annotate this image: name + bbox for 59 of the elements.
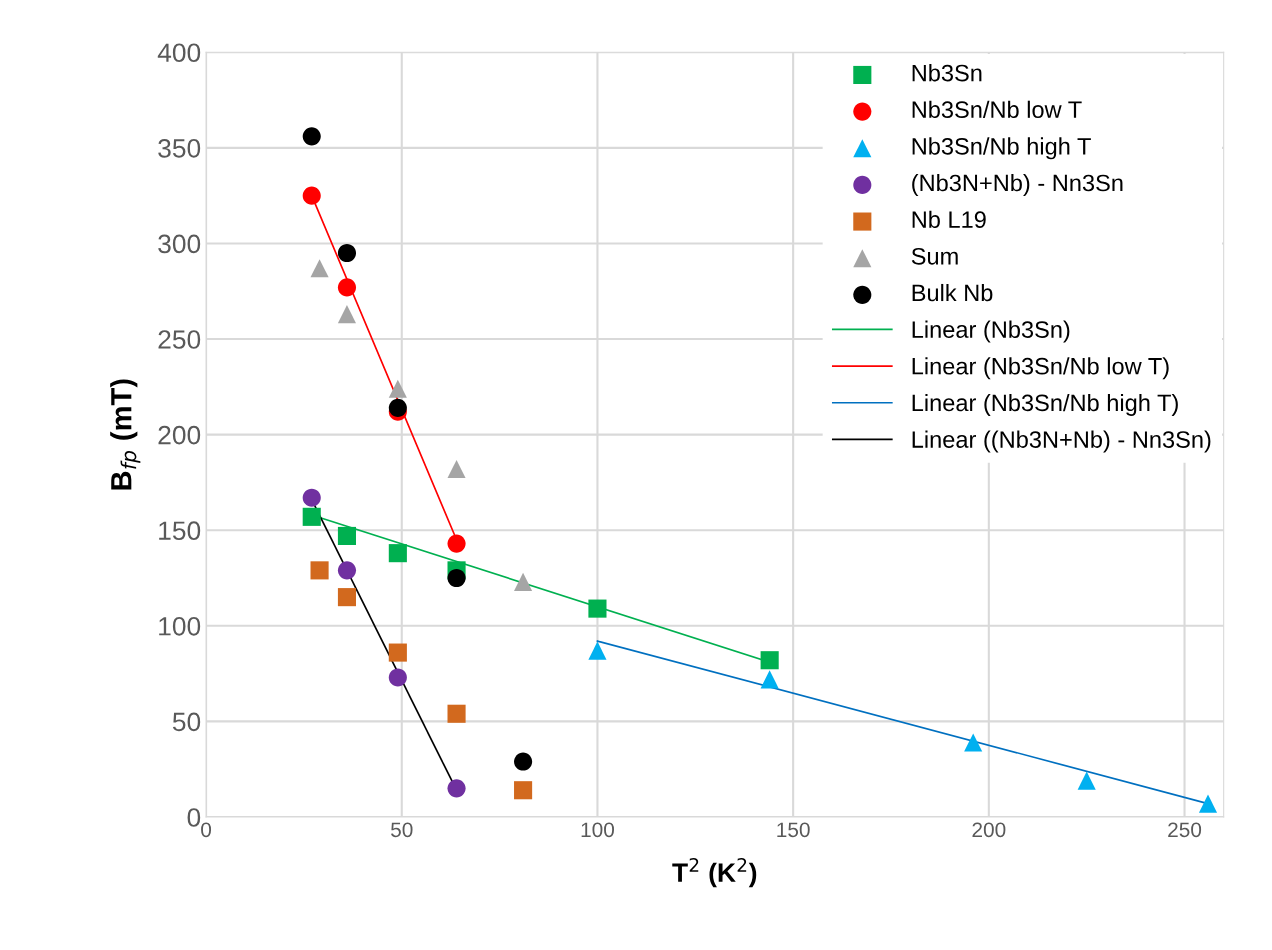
- x-axis-title: T$^{2}$ (K$^{2}$): [672, 857, 757, 888]
- point: [337, 526, 357, 546]
- point: [337, 278, 357, 297]
- point: [447, 534, 466, 553]
- legend-label: Linear (Nb3Sn): [912, 320, 1070, 343]
- point: [337, 588, 357, 607]
- point: [447, 704, 466, 723]
- point: [302, 488, 321, 507]
- point: [310, 561, 329, 580]
- point: [302, 127, 321, 146]
- point: [1198, 794, 1218, 813]
- point: [514, 781, 533, 800]
- x-tick-label: 100: [581, 822, 615, 838]
- point: [337, 243, 357, 263]
- legend-label: Nb L19: [912, 210, 986, 228]
- point: [447, 568, 466, 588]
- point: [588, 641, 607, 660]
- y-axis-title: B$_{fp}$ (mT): [110, 379, 141, 490]
- point: [302, 507, 321, 526]
- point: [1077, 771, 1096, 790]
- legend-label: Nb3Sn/Nb low T: [912, 100, 1082, 119]
- point: [302, 186, 321, 205]
- point: [447, 779, 466, 798]
- point: [760, 651, 779, 670]
- point: [588, 599, 607, 618]
- x-tick-label: 250: [1168, 822, 1202, 838]
- legend-label: Nb3Sn: [912, 64, 982, 82]
- point: [337, 561, 357, 580]
- point: [388, 668, 407, 687]
- legend-label: Linear ((Nb3N+Nb) - Nn3Sn): [912, 430, 1211, 453]
- legend-label: (Nb3N+Nb) - Nn3Sn: [912, 174, 1123, 196]
- y-tick-label: 300: [158, 234, 201, 254]
- y-tick-label: 400: [157, 43, 201, 63]
- y-tick-label: 350: [158, 138, 201, 158]
- legend-label: Linear (Nb3Sn/Nb high T): [912, 393, 1178, 416]
- point: [388, 379, 407, 398]
- y-tick-label: 200: [158, 425, 201, 445]
- legend-label: Nb3Sn/Nb high T: [912, 137, 1091, 160]
- point: [514, 572, 533, 591]
- y-tick-label: 100: [159, 616, 201, 636]
- legend-label: Sum: [911, 247, 958, 265]
- point: [447, 459, 466, 479]
- legend-label: Linear (Nb3Sn/Nb low T): [912, 357, 1169, 380]
- x-tick-label: 200: [972, 822, 1006, 838]
- y-tick-label: 250: [158, 330, 201, 349]
- point: [388, 544, 407, 563]
- point: [310, 259, 329, 278]
- legend-label: Bulk Nb: [912, 283, 993, 302]
- x-tick-label: 50: [391, 822, 413, 838]
- point: [388, 398, 407, 417]
- x-tick-label: 150: [777, 822, 810, 838]
- y-tick-label: 150: [159, 521, 201, 541]
- x-tick-label: 0: [201, 822, 212, 838]
- point: [964, 733, 983, 752]
- point: [337, 305, 357, 324]
- point: [514, 752, 533, 771]
- point: [760, 670, 779, 689]
- y-tick-label: 50: [172, 712, 201, 732]
- point: [388, 643, 407, 662]
